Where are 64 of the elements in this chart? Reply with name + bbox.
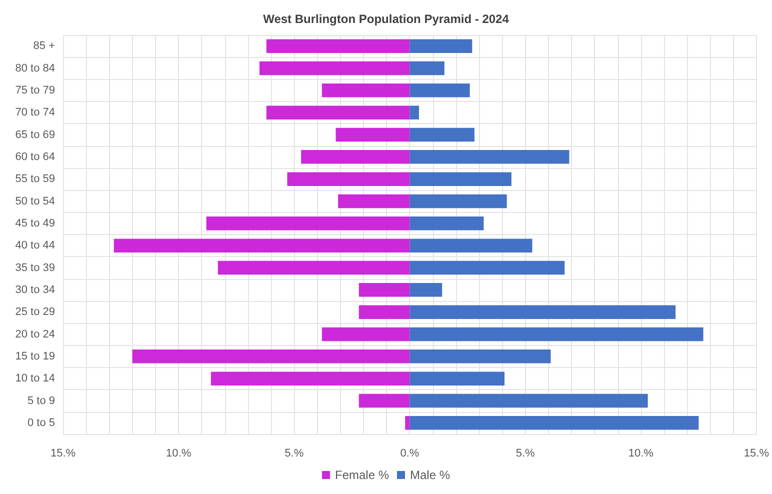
bar xyxy=(206,216,410,230)
bar xyxy=(410,172,512,186)
y-tick-label: 30 to 34 xyxy=(15,284,55,296)
bar xyxy=(218,260,410,275)
bar xyxy=(405,416,410,430)
x-tick-label: 15.% xyxy=(50,448,76,460)
y-tick-label: 35 to 39 xyxy=(15,262,55,274)
y-tick-label: 85 + xyxy=(33,40,55,52)
bar xyxy=(410,216,484,230)
bar xyxy=(358,283,410,297)
y-tick-label: 55 to 59 xyxy=(15,173,55,186)
bar xyxy=(410,150,570,164)
bar xyxy=(410,283,442,297)
y-tick-label: 60 to 64 xyxy=(15,150,55,163)
y-tick-label: 75 to 79 xyxy=(15,84,55,96)
bar xyxy=(338,194,410,208)
y-tick-label: 15 to 19 xyxy=(15,350,55,362)
bar xyxy=(259,61,410,76)
bar xyxy=(410,128,474,142)
bar xyxy=(301,150,410,164)
bar xyxy=(410,394,648,408)
bar xyxy=(410,416,699,430)
y-tick-label: 0 to 5 xyxy=(27,416,55,429)
y-tick-label: 5 to 9 xyxy=(27,394,55,407)
legend-label: Female % xyxy=(334,468,390,482)
bar xyxy=(266,106,410,120)
x-tick-label: 15.% xyxy=(744,448,770,460)
x-tick-label: 5.% xyxy=(516,448,535,460)
y-tick-label: 80 to 84 xyxy=(15,62,55,74)
x-tick-label: 5.% xyxy=(284,448,304,460)
bar xyxy=(358,394,410,408)
x-tick-label: 10.% xyxy=(166,448,192,460)
y-tick-label: 70 to 74 xyxy=(15,106,55,119)
y-tick-label: 40 to 44 xyxy=(15,240,55,252)
bar xyxy=(132,350,410,364)
chart-title: West Burlington Population Pyramid - 2024 xyxy=(263,12,510,26)
y-tick-label: 20 to 24 xyxy=(15,328,55,340)
bar xyxy=(114,238,410,252)
x-tick-label: 0.% xyxy=(400,448,420,460)
bar xyxy=(410,372,505,386)
bar xyxy=(358,305,410,319)
bar xyxy=(410,106,419,120)
bar xyxy=(410,305,676,319)
bar xyxy=(266,39,410,53)
bar xyxy=(410,260,565,275)
bar xyxy=(410,194,507,208)
bar xyxy=(410,84,470,98)
y-tick-label: 65 to 69 xyxy=(15,128,55,141)
y-tick-label: 45 to 49 xyxy=(15,217,55,230)
bar xyxy=(410,238,532,252)
bar xyxy=(410,327,704,342)
bar xyxy=(410,39,472,53)
x-tick-label: 10.% xyxy=(628,448,654,460)
y-tick-label: 10 to 14 xyxy=(15,372,55,385)
y-tick-label: 25 to 29 xyxy=(15,306,55,318)
y-tick-label: 50 to 54 xyxy=(15,195,55,208)
bar xyxy=(410,61,444,76)
bar xyxy=(336,128,410,142)
bar xyxy=(210,372,410,386)
legend-label: Male % xyxy=(410,468,450,482)
bar xyxy=(410,350,551,364)
bar xyxy=(287,172,410,186)
bar xyxy=(322,327,410,342)
bar xyxy=(322,84,410,98)
